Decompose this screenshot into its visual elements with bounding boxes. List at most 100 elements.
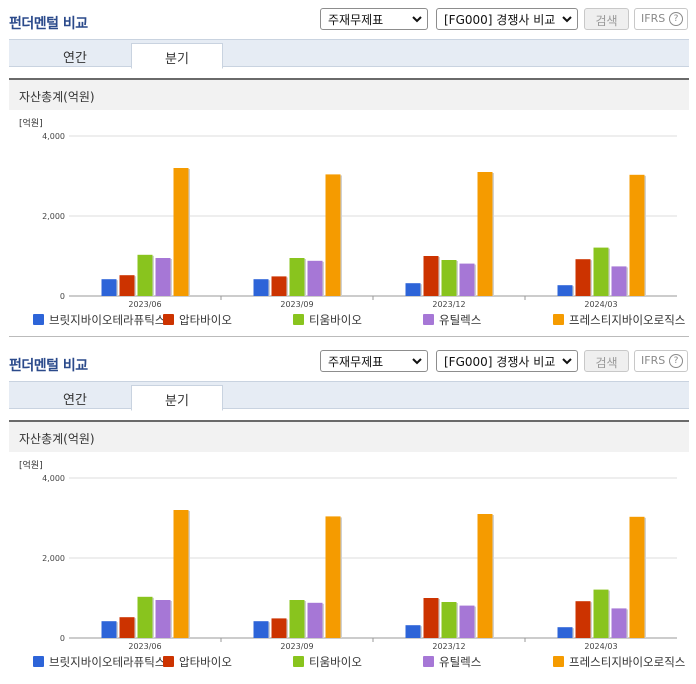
legend-item[interactable]: 티움바이오 xyxy=(293,654,362,670)
bar[interactable] xyxy=(137,254,153,296)
legend-label: 티움바이오 xyxy=(309,313,362,327)
bar[interactable] xyxy=(173,510,189,638)
bar[interactable] xyxy=(325,174,341,296)
legend-swatch xyxy=(163,656,174,667)
bar[interactable] xyxy=(325,516,341,638)
bar[interactable] xyxy=(441,602,457,638)
bar[interactable] xyxy=(289,600,305,638)
ifrs-label: IFRS xyxy=(641,354,666,367)
chevron-down-icon xyxy=(412,16,422,23)
legend-swatch xyxy=(293,314,304,325)
statement-select[interactable]: 주재무제표 xyxy=(320,350,428,372)
tab-quarterly[interactable]: 분기 xyxy=(131,43,223,69)
section-header: 자산총계(억원) xyxy=(9,420,689,452)
legend-item[interactable]: 브릿지바이오테라퓨틱스 xyxy=(33,654,165,670)
bar[interactable] xyxy=(405,625,421,638)
bar[interactable] xyxy=(441,260,457,296)
bar[interactable] xyxy=(271,618,287,638)
total-assets-chart: [억원] 4,000 2,000 0 2023/06 2023/09 2023/12 2024… xyxy=(9,112,689,342)
bar[interactable] xyxy=(289,258,305,296)
x-tick-label: 2023/09 xyxy=(280,300,313,308)
x-tick-label: 2024/03 xyxy=(584,642,617,650)
bar[interactable] xyxy=(253,621,269,638)
statement-select-value: 주재무제표 xyxy=(328,13,384,27)
bar[interactable] xyxy=(307,602,323,638)
legend-item[interactable]: 압타바이오 xyxy=(163,312,232,328)
bar[interactable] xyxy=(477,172,493,296)
bar[interactable] xyxy=(557,627,573,638)
legend-swatch xyxy=(423,314,434,325)
bar[interactable] xyxy=(137,596,153,638)
bar-chart: [억원] 4,000 2,000 0 2023/06 2023/09 2023/12 2024… xyxy=(19,117,677,308)
bar[interactable] xyxy=(271,276,287,296)
y-tick-label: 2,000 xyxy=(42,554,65,563)
legend-item[interactable]: 브릿지바이오테라퓨틱스 xyxy=(33,312,165,328)
bar[interactable] xyxy=(101,279,117,296)
help-icon[interactable]: ? xyxy=(669,12,683,26)
bar[interactable] xyxy=(253,279,269,296)
legend-label: 압타바이오 xyxy=(179,655,232,669)
search-button[interactable]: 검색 xyxy=(584,350,629,372)
compare-select[interactable]: [FG000] 경쟁사 비교 xyxy=(436,350,578,372)
unit-label: [억원] xyxy=(19,459,43,471)
bar[interactable] xyxy=(575,259,591,296)
y-tick-label: 4,000 xyxy=(42,474,65,483)
bar[interactable] xyxy=(155,258,171,296)
bar[interactable] xyxy=(611,608,627,638)
chart-legend: 브릿지바이오테라퓨틱스 압타바이오 티움바이오 유틸렉스 프레스티지바이오로직스 xyxy=(33,312,689,330)
x-tick-label: 2023/06 xyxy=(128,300,161,308)
ifrs-button[interactable]: IFRS ? xyxy=(634,8,688,30)
bar[interactable] xyxy=(173,168,189,296)
tab-quarterly[interactable]: 분기 xyxy=(131,385,223,411)
section-header: 자산총계(억원) xyxy=(9,78,689,110)
legend-label: 브릿지바이오테라퓨틱스 xyxy=(49,655,166,669)
period-tabs: 연간 분기 xyxy=(9,39,689,69)
chevron-down-icon xyxy=(562,16,572,23)
legend-item[interactable]: 티움바이오 xyxy=(293,312,362,328)
bar[interactable] xyxy=(557,285,573,296)
bar[interactable] xyxy=(307,260,323,296)
ifrs-button[interactable]: IFRS ? xyxy=(634,350,688,372)
compare-select-value: [FG000] 경쟁사 비교 xyxy=(444,355,556,369)
x-tick-label: 2024/03 xyxy=(584,300,617,308)
legend-swatch xyxy=(553,656,564,667)
bar[interactable] xyxy=(405,283,421,296)
legend-item[interactable]: 압타바이오 xyxy=(163,654,232,670)
bar[interactable] xyxy=(101,621,117,638)
bar[interactable] xyxy=(423,256,439,296)
divider xyxy=(9,336,689,337)
bar[interactable] xyxy=(119,275,135,296)
legend-item[interactable]: 프레스티지바이오로직스 xyxy=(553,654,689,670)
bar[interactable] xyxy=(611,266,627,296)
y-tick-label: 0 xyxy=(60,292,65,301)
bar[interactable] xyxy=(155,600,171,638)
bar[interactable] xyxy=(629,516,645,638)
x-tick-label: 2023/12 xyxy=(432,642,465,650)
bar[interactable] xyxy=(459,605,475,638)
bar[interactable] xyxy=(459,263,475,296)
search-button[interactable]: 검색 xyxy=(584,8,629,30)
help-icon[interactable]: ? xyxy=(669,354,683,368)
legend-label: 압타바이오 xyxy=(179,313,232,327)
tab-annual[interactable]: 연간 xyxy=(63,393,87,408)
bar[interactable] xyxy=(593,589,609,638)
bar[interactable] xyxy=(593,247,609,296)
compare-select[interactable]: [FG000] 경쟁사 비교 xyxy=(436,8,578,30)
bar[interactable] xyxy=(575,601,591,638)
statement-select[interactable]: 주재무제표 xyxy=(320,8,428,30)
bar[interactable] xyxy=(629,174,645,296)
bar[interactable] xyxy=(423,598,439,638)
legend-item[interactable]: 유틸렉스 xyxy=(423,312,481,328)
x-tick-label: 2023/12 xyxy=(432,300,465,308)
fundamental-panel: 펀더멘털 비교 주재무제표 [FG000] 경쟁사 비교 검색 IFRS ? 연… xyxy=(9,8,689,342)
legend-item[interactable]: 프레스티지바이오로직스 xyxy=(553,312,689,328)
statement-select-value: 주재무제표 xyxy=(328,355,384,369)
legend-item[interactable]: 유틸렉스 xyxy=(423,654,481,670)
total-assets-chart: [억원] 4,000 2,000 0 2023/06 2023/09 2023/12 2024… xyxy=(9,454,689,684)
legend-swatch xyxy=(163,314,174,325)
bar[interactable] xyxy=(477,514,493,638)
legend-swatch xyxy=(553,314,564,325)
y-tick-label: 4,000 xyxy=(42,132,65,141)
bar[interactable] xyxy=(119,617,135,638)
tab-annual[interactable]: 연간 xyxy=(63,51,87,66)
